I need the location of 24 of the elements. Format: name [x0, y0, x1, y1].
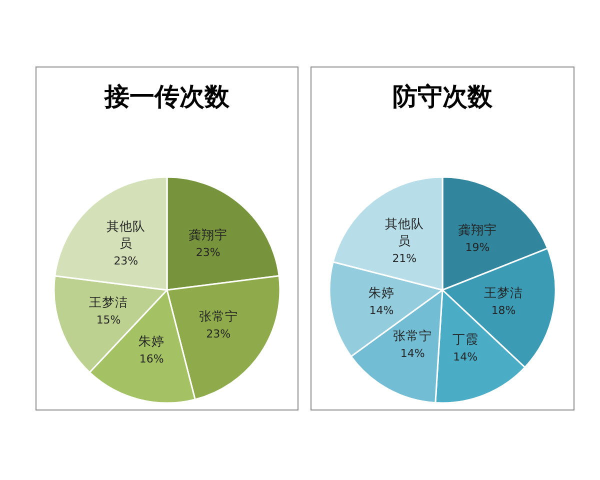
data-label: 14%	[453, 350, 478, 364]
data-label: 21%	[392, 252, 417, 265]
slice-label: 张常宁	[198, 308, 238, 324]
slice-label: 王梦洁	[484, 285, 524, 300]
data-label: 14%	[400, 346, 425, 360]
slice-label: 龚翔宇	[188, 226, 228, 242]
data-label: 14%	[369, 304, 394, 318]
chart-title: 防守次数	[392, 82, 494, 111]
data-label: 23%	[114, 254, 138, 268]
slice-label: 龚翔宇	[458, 222, 497, 238]
data-label: 15%	[96, 314, 121, 327]
data-label: 16%	[139, 352, 164, 366]
data-label: 18%	[491, 304, 516, 318]
slice-label: 丁霞	[452, 331, 478, 346]
data-label: 23%	[196, 246, 220, 259]
slice-label: 其他队员	[106, 218, 146, 250]
data-label: 23%	[206, 327, 231, 340]
slice-label: 王梦洁	[89, 294, 128, 310]
slice-label: 朱婷	[368, 285, 394, 300]
chart-title: 接一传次数	[104, 82, 230, 111]
slice-label: 其他队员	[384, 216, 424, 248]
slice-label: 张常宁	[393, 328, 432, 343]
data-label: 19%	[465, 241, 490, 254]
slice-label: 朱婷	[138, 334, 165, 349]
